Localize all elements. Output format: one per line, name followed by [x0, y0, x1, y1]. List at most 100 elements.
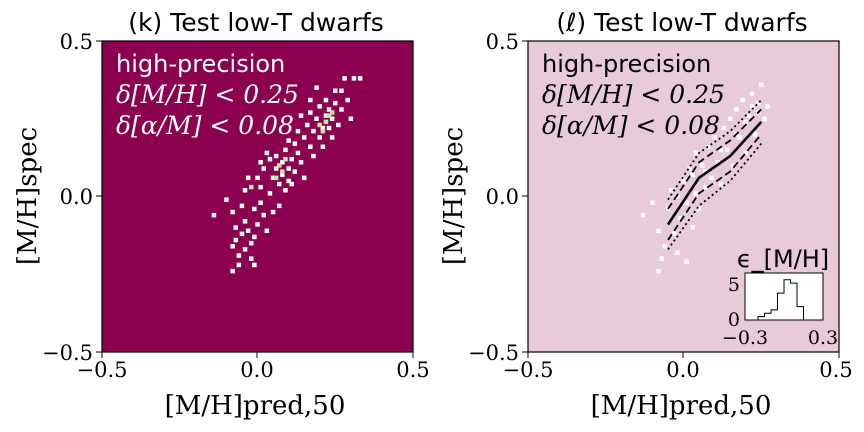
- inset-histogram-bars: [745, 279, 823, 321]
- heatmap-cell-28: [267, 156, 273, 162]
- heatmap-cell-60: [320, 144, 326, 149]
- heatmap-cell-13: [242, 247, 248, 252]
- scatter-point-24: [715, 160, 720, 165]
- x-tick-label-right-0: −0.5: [503, 358, 554, 382]
- scatter-point-20: [703, 184, 708, 190]
- heatmap-cell-59: [320, 125, 326, 131]
- heatmap-cell-highlight-0: [277, 163, 282, 168]
- heatmap-cell-17: [252, 206, 257, 212]
- heatmap-cell-80: [264, 150, 270, 156]
- heatmap-cell-8: [236, 262, 242, 268]
- x-axis-label-right: [M/H]pred,50: [591, 391, 772, 421]
- heatmap-cell-highlight-5: [326, 113, 332, 118]
- heatmap-cell-2: [230, 209, 235, 215]
- y-tick-label-right-bottom: −0.5: [468, 341, 519, 365]
- heatmap-cell-27: [267, 191, 273, 196]
- scatter-point-33: [743, 150, 748, 156]
- scatter-point-8: [671, 231, 677, 237]
- y-ticks-right: 0.5 0.0 −0.5: [468, 30, 528, 365]
- x-ticks-left: −0.5 0.0 0.5: [77, 352, 430, 382]
- heatmap-cell-7: [230, 268, 235, 274]
- heatmap-cell-49: [301, 135, 307, 140]
- scatter-point-5: [662, 244, 668, 249]
- annotation-left: high-precision δ[M/H] < 0.25 δ[α/M] < 0.…: [116, 50, 299, 140]
- heatmap-cell-74: [348, 116, 354, 121]
- scatter-point-15: [690, 225, 696, 230]
- heatmap-cell-70: [339, 107, 344, 112]
- scatter-point-29: [731, 163, 736, 168]
- heatmap-cell-highlight-2: [280, 169, 285, 174]
- heatmap-cell-9: [239, 231, 245, 237]
- heatmap-cell-42: [289, 156, 294, 162]
- scatter-point-43: [690, 172, 696, 177]
- heatmap-cell-22: [255, 175, 260, 181]
- inset-y-tick-label-5: 5: [728, 274, 740, 296]
- scatter-point-39: [762, 116, 767, 121]
- heatmap-cell-21: [252, 262, 257, 268]
- scatter-point-18: [696, 206, 702, 212]
- heatmap-cell-highlight-4: [323, 119, 329, 125]
- x-tick-label-right-1: 0.0: [666, 358, 699, 382]
- scatter-point-44: [703, 169, 708, 174]
- scatter-point-0: [640, 212, 646, 218]
- scatter-point-14: [687, 166, 692, 171]
- heatmap-cell-highlight-6: [329, 110, 335, 115]
- heatmap-cell-35: [280, 160, 285, 165]
- heatmap-cell-34: [277, 203, 282, 209]
- scatter-point-10: [678, 216, 683, 221]
- scatter-point-40: [765, 104, 770, 109]
- scatter-point-37: [755, 100, 761, 106]
- heatmap-cell-24: [261, 212, 266, 218]
- heatmap-cell-4: [233, 237, 238, 243]
- heatmap-cell-14: [245, 228, 251, 233]
- inset-y-tick-label-0: 0: [728, 309, 740, 331]
- heatmap-cell-highlight-1: [283, 156, 288, 162]
- inset-histogram: ϵ_[M/H] 5 0 −0.3 0.3: [722, 245, 838, 349]
- scatter-point-16: [693, 191, 699, 196]
- heatmap-cell-29: [270, 175, 276, 181]
- chart-title-right: (ℓ) Test low-T dwarfs: [556, 8, 807, 37]
- heatmap-cell-25: [261, 166, 266, 171]
- annotation-left-line-1: high-precision: [116, 50, 285, 78]
- heatmap-cell-78: [314, 85, 319, 90]
- annotation-right-line-1: high-precision: [542, 50, 711, 78]
- trend-line-dashed-1: [667, 133, 762, 241]
- scatter-point-25: [718, 181, 724, 187]
- heatmap-cell-68: [333, 88, 338, 93]
- heatmap-cell-10: [239, 203, 245, 209]
- heatmap-cell-32: [273, 153, 279, 159]
- y-tick-label-right-top: 0.5: [486, 30, 519, 54]
- scatter-point-17: [693, 150, 699, 156]
- y-ticks-left: 0.5 0.0 −0.5: [42, 30, 102, 365]
- heatmap-cell-82: [245, 175, 251, 181]
- panel-left: (k) Test low-T dwarfs high-precision δ[M…: [13, 8, 430, 421]
- heatmap-cell-51: [305, 122, 310, 128]
- heatmap-cell-highlight-3: [317, 122, 322, 128]
- scatter-point-9: [675, 250, 680, 255]
- heatmap-cell-45: [292, 141, 298, 146]
- heatmap-cell-40: [286, 178, 291, 184]
- trend-line-solid-0: [666, 121, 763, 226]
- scatter-point-36: [752, 132, 758, 137]
- heatmap-cell-44: [292, 169, 298, 174]
- plot-area-left: [101, 40, 414, 353]
- scatter-point-32: [740, 97, 745, 103]
- scatter-point-1: [650, 200, 655, 205]
- heatmap-cell-79: [298, 113, 304, 118]
- heatmap-cell-48: [298, 160, 304, 165]
- heatmap-cell-64: [326, 107, 332, 112]
- heatmap-cell-62: [323, 97, 329, 103]
- heatmap-cell-18: [252, 234, 257, 240]
- heatmap-cell-6: [236, 253, 242, 258]
- annotation-right: high-precision δ[M/H] < 0.25 δ[α/M] < 0.…: [542, 50, 725, 140]
- trend-line-dashed-2: [667, 108, 762, 210]
- heatmap-cell-71: [339, 88, 344, 93]
- heatmap-cell-81: [258, 160, 263, 165]
- scatter-point-30: [734, 107, 739, 112]
- heatmap-cell-69: [336, 122, 341, 128]
- y-tick-label-left-top: 0.5: [60, 30, 93, 54]
- annotation-right-line-2: δ[M/H] < 0.25: [542, 80, 725, 109]
- heatmap-cell-67: [333, 100, 338, 106]
- heatmap-cell-16: [249, 256, 254, 261]
